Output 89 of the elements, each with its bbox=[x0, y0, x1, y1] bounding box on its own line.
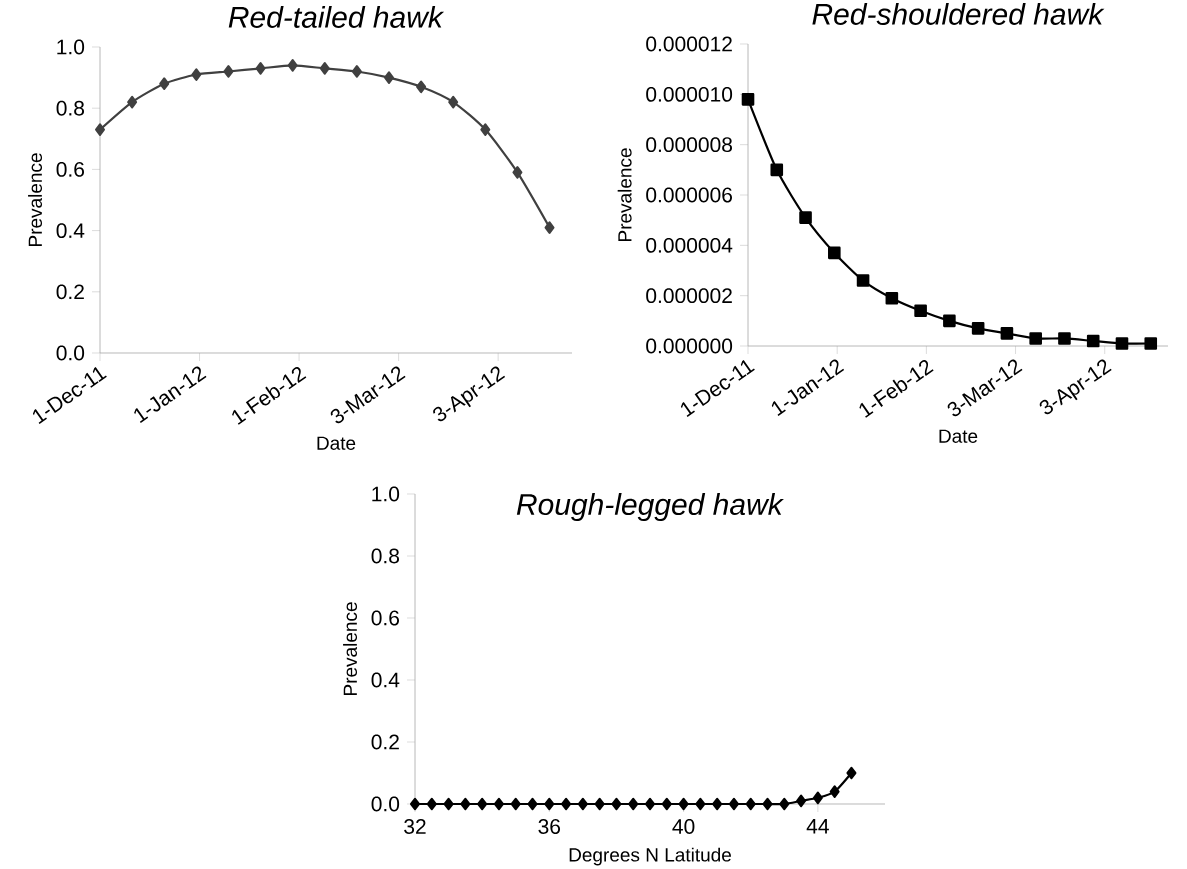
point bbox=[1086, 334, 1100, 348]
point bbox=[1144, 337, 1158, 350]
point bbox=[287, 59, 298, 72]
y-tick-label: 0.6 bbox=[56, 161, 85, 177]
point bbox=[914, 304, 927, 318]
y-tick-label: 0.8 bbox=[371, 548, 400, 564]
chart-title: Red-tailed hawk bbox=[228, 5, 445, 28]
point bbox=[661, 797, 672, 811]
point bbox=[527, 797, 538, 811]
point bbox=[1058, 332, 1071, 345]
point bbox=[443, 797, 454, 811]
y-axis-title: Prevalence bbox=[343, 602, 358, 695]
y-axis-title: Prevalence bbox=[28, 153, 43, 246]
point bbox=[512, 166, 523, 179]
x-axis-title: Date bbox=[317, 436, 356, 450]
y-tick-label: 1.0 bbox=[372, 486, 400, 502]
y-tick-label: 0.4 bbox=[371, 672, 400, 688]
point bbox=[255, 62, 266, 75]
point bbox=[645, 797, 656, 811]
point bbox=[493, 797, 504, 811]
point bbox=[885, 291, 899, 305]
point bbox=[510, 797, 521, 811]
y-tick-label: 0.8 bbox=[56, 100, 85, 116]
point bbox=[770, 163, 784, 177]
x-tick-label: 44 bbox=[806, 819, 829, 834]
point bbox=[943, 314, 956, 328]
point bbox=[127, 95, 138, 109]
point bbox=[856, 274, 870, 287]
point bbox=[95, 123, 105, 136]
y-tick-label: 0.2 bbox=[56, 284, 84, 300]
point bbox=[410, 797, 420, 811]
y-tick-label: 0.0 bbox=[371, 796, 400, 812]
point bbox=[544, 221, 555, 234]
y-tick-label: 0.000010 bbox=[646, 86, 733, 102]
y-tick-label: 0.6 bbox=[371, 610, 400, 626]
point bbox=[828, 246, 841, 260]
y-tick-label: 0.000006 bbox=[646, 187, 733, 203]
chart-title: Rough-legged hawk bbox=[516, 493, 784, 522]
point bbox=[1029, 332, 1042, 345]
point bbox=[628, 797, 639, 811]
point bbox=[829, 785, 840, 798]
point bbox=[477, 797, 488, 811]
point bbox=[448, 95, 459, 109]
point bbox=[416, 80, 427, 94]
point bbox=[678, 797, 689, 811]
y-tick-label: 0.000008 bbox=[646, 137, 733, 153]
point bbox=[779, 797, 790, 811]
point bbox=[1000, 327, 1014, 340]
point bbox=[544, 797, 555, 811]
x-tick-label: 32 bbox=[404, 819, 426, 834]
x-tick-label: 36 bbox=[538, 819, 561, 834]
point bbox=[426, 797, 437, 811]
point bbox=[971, 322, 985, 335]
point bbox=[846, 766, 857, 780]
y-tick-label: 0.000002 bbox=[646, 288, 732, 304]
point bbox=[812, 791, 823, 805]
point bbox=[460, 797, 471, 811]
point bbox=[745, 797, 756, 811]
point bbox=[159, 77, 170, 91]
point bbox=[1115, 337, 1129, 350]
point bbox=[480, 123, 491, 136]
point bbox=[223, 65, 234, 78]
y-tick-label: 0.000004 bbox=[646, 237, 733, 253]
point bbox=[799, 211, 812, 224]
point bbox=[712, 797, 723, 811]
x-axis-title: Date bbox=[939, 429, 978, 443]
point bbox=[796, 794, 807, 808]
y-tick-label: 1.0 bbox=[57, 39, 85, 55]
point bbox=[383, 71, 394, 84]
point bbox=[611, 797, 622, 811]
point bbox=[561, 797, 572, 811]
y-axis-title: Prevalence bbox=[617, 148, 632, 241]
point bbox=[728, 797, 739, 811]
y-tick-label: 0.000000 bbox=[646, 338, 733, 354]
point bbox=[191, 68, 202, 81]
point bbox=[695, 797, 706, 811]
y-tick-label: 0.4 bbox=[56, 223, 85, 239]
y-tick-label: 0.2 bbox=[371, 734, 399, 750]
chart-title: Red-shouldered hawk bbox=[812, 2, 1105, 25]
point bbox=[577, 797, 588, 811]
point bbox=[594, 797, 605, 811]
x-axis-title: Degrees N Latitude bbox=[569, 847, 731, 866]
point bbox=[741, 93, 755, 106]
x-tick-label: 40 bbox=[672, 819, 695, 834]
point bbox=[351, 65, 362, 78]
y-tick-label: 0.0 bbox=[56, 345, 85, 361]
point bbox=[762, 797, 773, 811]
point bbox=[319, 62, 330, 75]
y-tick-label: 0.000012 bbox=[646, 36, 732, 52]
